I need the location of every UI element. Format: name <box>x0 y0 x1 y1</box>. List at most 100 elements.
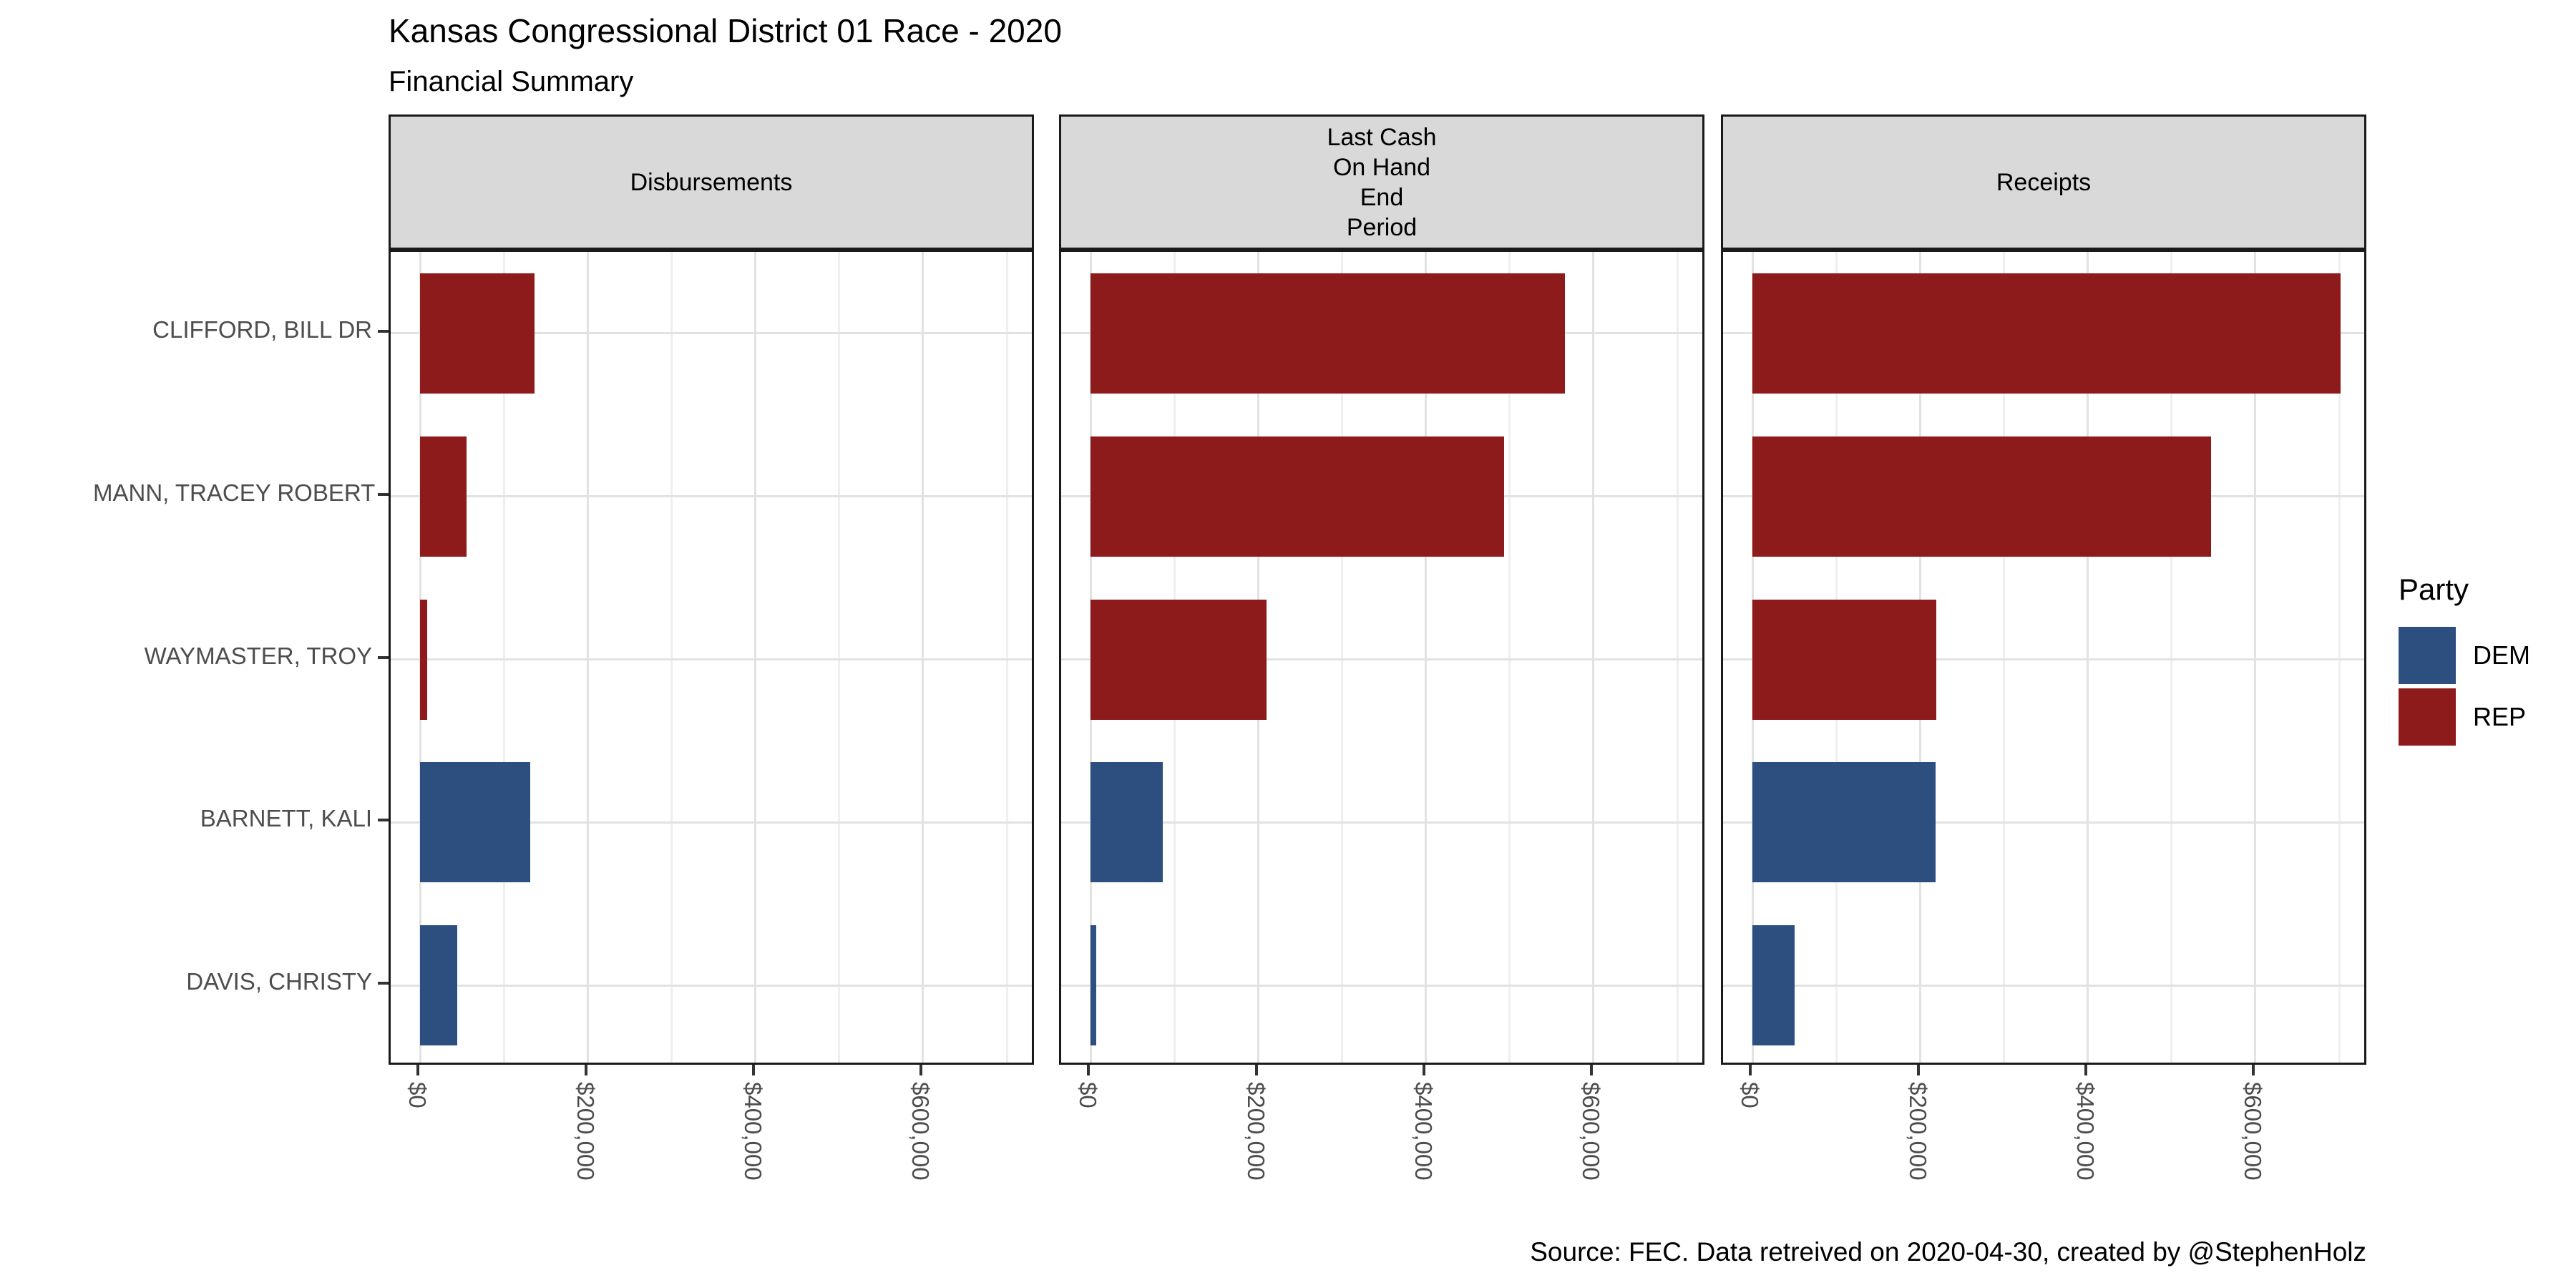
grid-major-line <box>391 984 1032 987</box>
facet-strip-label: Receipts <box>1996 168 2092 196</box>
x-tick-label-text: $400,000 <box>2072 1082 2099 1181</box>
grid-major-line <box>391 332 1032 335</box>
y-tick <box>378 819 389 822</box>
grid-major-line <box>391 658 1032 660</box>
facet-strip-label: On Hand <box>1332 153 1431 181</box>
x-tick-label-text: $0 <box>1737 1082 1764 1108</box>
x-tick <box>1422 1065 1425 1075</box>
facet-strip-label: Disbursements <box>630 168 793 196</box>
grid-major-line <box>1425 252 1428 1063</box>
grid-major-line <box>1061 984 1702 987</box>
bar-rep <box>1752 436 2211 557</box>
bar-rep <box>420 273 535 394</box>
grid-minor-line <box>1676 252 1679 1063</box>
grid-minor-line <box>1508 252 1511 1063</box>
grid-major-line <box>2087 252 2089 1063</box>
grid-major-line <box>1592 252 1595 1063</box>
grid-major-line <box>1723 984 2364 987</box>
bar-rep <box>1752 273 2341 394</box>
y-tick <box>378 492 389 496</box>
legend-entry-rep: REP <box>2399 688 2530 746</box>
facet-strip: Receipts <box>1721 114 2366 250</box>
chart-caption: Source: FEC. Data retreived on 2020-04-3… <box>1530 1237 2366 1267</box>
grid-major-line <box>587 252 590 1063</box>
bar-rep <box>420 599 427 720</box>
x-tick <box>2251 1065 2255 1075</box>
rep-color-swatch <box>2399 688 2456 746</box>
grid-major-line <box>922 252 924 1063</box>
facet-strip-label: End <box>1360 183 1404 211</box>
x-tick <box>416 1065 420 1075</box>
legend: Party DEM REP <box>2399 572 2530 750</box>
panel <box>1721 250 2366 1065</box>
bar-rep <box>1091 599 1267 720</box>
chart-title: Kansas Congressional District 01 Race - … <box>389 12 1062 49</box>
chart-subtitle: Financial Summary <box>389 66 634 97</box>
grid-minor-line <box>2338 252 2341 1063</box>
x-tick-label-text: $0 <box>1075 1082 1102 1108</box>
facet-strip: Disbursements <box>389 114 1034 250</box>
grid-major-line <box>1723 658 2364 660</box>
x-tick-label-text: $400,000 <box>1410 1082 1437 1181</box>
bar-dem <box>420 925 457 1046</box>
y-axis-label: BARNETT, KALI <box>200 805 372 832</box>
bar-dem <box>420 762 530 883</box>
panel <box>1059 250 1704 1065</box>
y-axis-label: MANN, TRACEY ROBERT <box>93 479 376 506</box>
bar-rep <box>1091 436 1504 557</box>
legend-label-rep: REP <box>2473 702 2527 731</box>
x-tick-label-text: $200,000 <box>1242 1082 1269 1181</box>
legend-entry-dem: DEM <box>2399 627 2530 684</box>
y-axis-label: WAYMASTER, TROY <box>144 642 372 669</box>
grid-major-line <box>754 252 757 1063</box>
grid-major-line <box>2254 252 2257 1063</box>
y-tick <box>378 982 389 985</box>
grid-minor-line <box>1005 252 1008 1063</box>
bar-dem <box>1752 925 1795 1046</box>
x-tick <box>1254 1065 1258 1075</box>
grid-minor-line <box>2003 252 2006 1063</box>
y-tick <box>378 655 389 659</box>
bar-rep <box>1091 273 1566 394</box>
grid-minor-line <box>838 252 841 1063</box>
x-tick-label-text: $600,000 <box>907 1082 935 1181</box>
x-tick-label-text: $600,000 <box>2240 1082 2267 1181</box>
grid-minor-line <box>2170 252 2173 1063</box>
bar-dem <box>1091 762 1163 883</box>
x-tick-label-text: $200,000 <box>572 1082 599 1181</box>
x-tick <box>919 1065 922 1075</box>
grid-major-line <box>1723 821 2364 824</box>
x-tick-label-text: $400,000 <box>739 1082 766 1181</box>
panel <box>389 250 1034 1065</box>
grid-major-line <box>391 495 1032 498</box>
bar-rep <box>1752 599 1936 720</box>
x-tick <box>1749 1065 1752 1075</box>
grid-major-line <box>1061 658 1702 660</box>
x-tick <box>1589 1065 1593 1075</box>
bar-rep <box>420 436 467 557</box>
y-axis-label: CLIFFORD, BILL DR <box>152 316 372 343</box>
grid-minor-line <box>503 252 506 1063</box>
grid-major-line <box>391 821 1032 824</box>
x-tick-label-text: $600,000 <box>1578 1082 1605 1181</box>
y-axis-label: DAVIS, CHRISTY <box>186 968 372 995</box>
grid-major-line <box>1061 821 1702 824</box>
x-tick <box>1916 1065 1920 1075</box>
legend-title: Party <box>2399 572 2469 606</box>
bar-dem <box>1752 762 1936 883</box>
x-tick <box>2084 1065 2087 1075</box>
x-tick-label-text: $0 <box>404 1082 431 1108</box>
facet-strip-label: Period <box>1346 213 1418 241</box>
x-tick-label-text: $200,000 <box>1904 1082 1931 1181</box>
grid-minor-line <box>1341 252 1344 1063</box>
grid-minor-line <box>670 252 673 1063</box>
bar-dem <box>1091 925 1096 1046</box>
legend-label-dem: DEM <box>2473 640 2530 670</box>
x-tick <box>584 1065 587 1075</box>
x-tick <box>1087 1065 1091 1075</box>
facet-strip: Last Cash On Hand End Period <box>1059 114 1704 250</box>
facet-strip-label: Last Cash <box>1327 123 1437 151</box>
dem-color-swatch <box>2399 627 2456 684</box>
y-tick <box>378 329 389 333</box>
